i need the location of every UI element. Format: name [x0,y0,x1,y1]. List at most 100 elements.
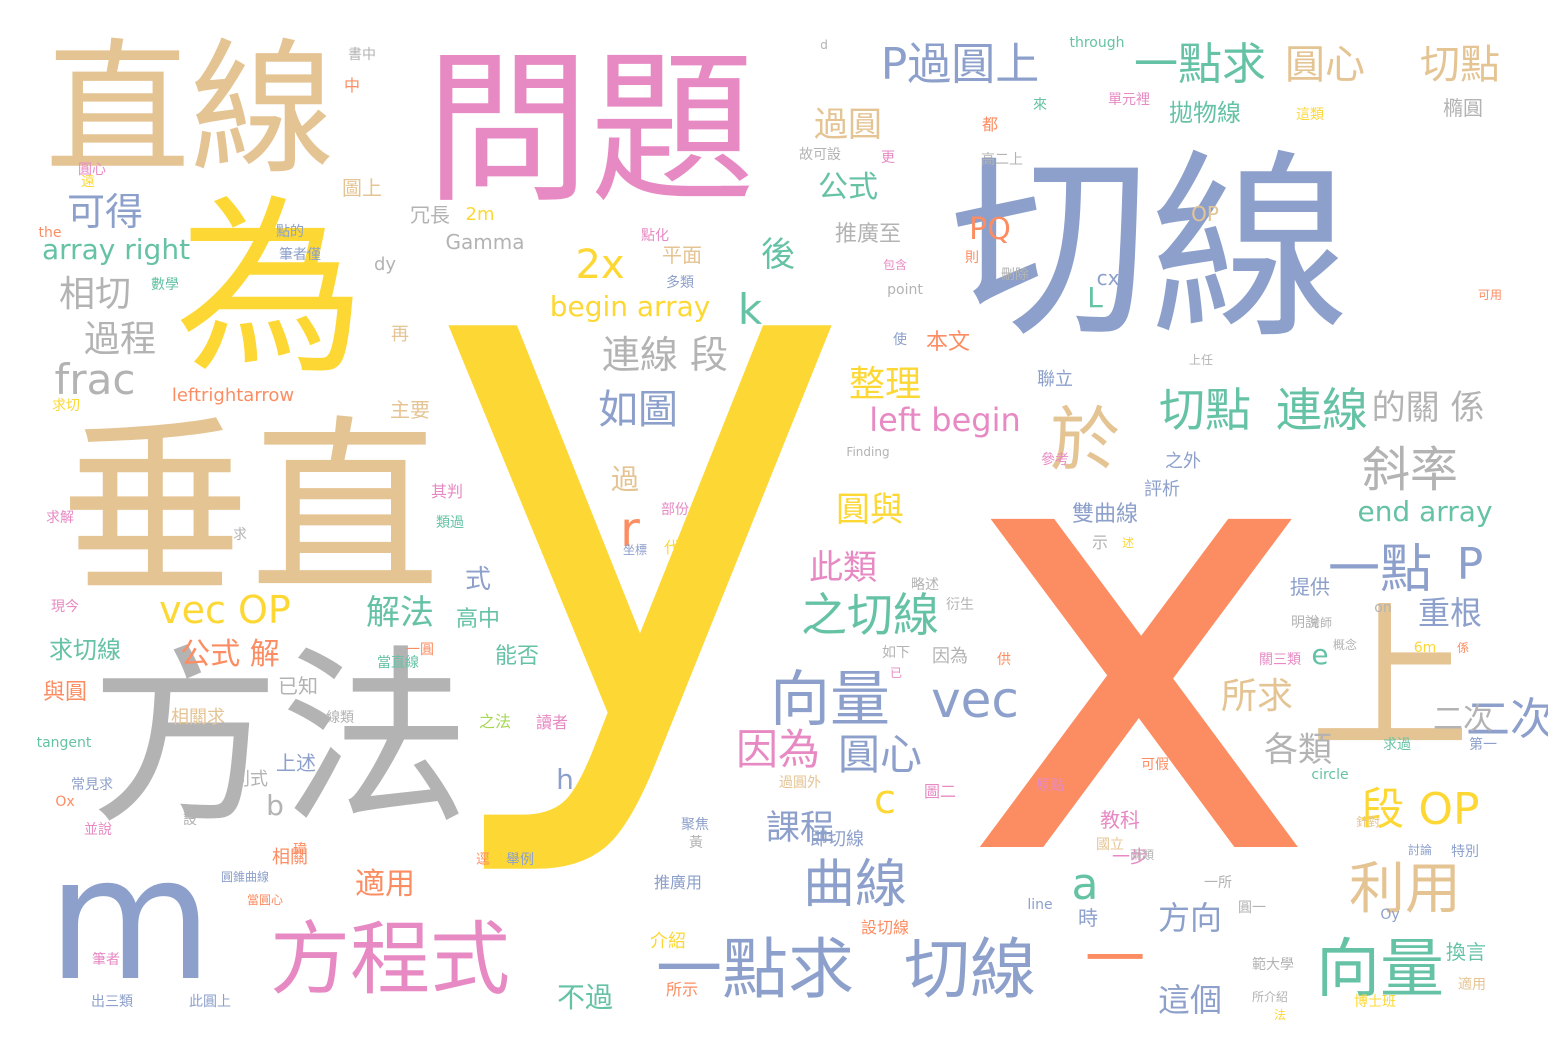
cloud-word: 上述 [276,751,316,775]
cloud-word: 遠 [81,174,95,190]
cloud-word: 示 [1091,533,1109,552]
cloud-word: Finding [846,445,890,459]
cloud-word: L [1087,281,1103,314]
cloud-word: 公式 解 [180,637,280,672]
cloud-word: k [737,285,763,334]
cloud-word: 冗長 [410,203,450,227]
cloud-word: point [887,282,923,298]
cloud-word: 參考 [1041,452,1069,468]
cloud-word: 黃 [689,835,703,851]
cloud-word: 針對 [1355,815,1381,829]
cloud-word: 換言 [1446,940,1486,964]
cloud-word: leftrightarrow [171,385,295,406]
cloud-word: 原點 [1036,778,1064,794]
cloud-word: 求切線 [49,636,121,664]
cloud-word: 範大學 [1252,957,1294,973]
cloud-word: 課程 [766,808,834,848]
cloud-word: 數學 [151,277,179,293]
cloud-word: 切線 [949,133,1351,366]
cloud-word: 圓一 [1238,900,1266,916]
cloud-word: 所示 [665,980,699,999]
cloud-word: 單元裡 [1108,92,1150,108]
cloud-word: 曲線 [802,855,908,915]
cloud-word: a [1071,859,1099,910]
cloud-word: 線類 [326,710,354,726]
cloud-word: OP [1191,202,1219,226]
cloud-word: 來 [1033,97,1047,113]
cloud-word: 求切 [52,398,80,414]
cloud-word: x [962,290,1318,989]
cloud-word: 可假 [1141,757,1169,773]
cloud-word: 連線 [1276,383,1368,437]
cloud-word: 6m [1413,640,1437,656]
cloud-word: 圓心 [837,730,923,779]
cloud-word: 再 [391,324,409,345]
cloud-word: 此圓上 [189,994,231,1010]
cloud-word: 圓錐曲線 [220,870,270,884]
cloud-word: m [47,821,213,1019]
cloud-word: e [1311,638,1329,671]
cloud-word: Gamma [445,230,525,254]
cloud-word: 橢圓 [1443,96,1483,120]
cloud-word: 求過 [1383,737,1411,753]
cloud-word: 適用 [1458,977,1486,993]
cloud-word: 特別 [1451,844,1479,860]
cloud-word: 後 [761,235,795,275]
cloud-word: 則 [965,250,979,266]
cloud-word: 已知 [278,674,318,698]
cloud-word: 博士班 [1354,994,1396,1010]
cloud-word: 平面 [662,243,702,267]
cloud-word: 可用 [1477,288,1503,302]
cloud-word: d [820,38,828,52]
cloud-word: 設 [183,812,197,828]
cloud-word: 圖二 [923,782,957,801]
cloud-word: through [1069,35,1125,51]
cloud-word: 為 [174,179,366,400]
cloud-word: 因為 [932,646,968,667]
cloud-word: 衍生 [946,597,974,613]
cloud-word: 過程 [83,319,157,360]
cloud-word: begin array [549,290,711,323]
cloud-word: 都 [981,115,999,134]
cloud-word: 切線 [904,931,1036,1008]
cloud-word: 略述 [911,577,939,593]
cloud-word: 讀者 [535,713,569,732]
cloud-word: P [1456,539,1484,590]
cloud-word: 直線 [45,25,335,195]
cloud-word: 明說 [1291,615,1319,631]
cloud-word: 如下 [882,645,910,661]
cloud-word: 點的 [276,224,304,240]
cloud-word: 上 [1309,586,1471,773]
cloud-word: 過 [610,463,640,496]
cloud-word: 切點 [1159,383,1251,437]
cloud-word: 即切線 [810,829,864,850]
cloud-word: 故可設 [799,147,841,163]
cloud-word: line [1027,897,1053,913]
cloud-word: 2x [575,242,625,288]
cloud-word: 與圓 [42,680,88,705]
cloud-word: 逕 [476,852,490,868]
cloud-word: 上任 [1188,353,1214,367]
cloud-word: 提供 [1290,575,1330,599]
cloud-word: 一點求 [1134,39,1266,90]
cloud-word: on [1374,600,1392,616]
cloud-word: 因為 [735,725,821,774]
cloud-word: h [556,763,574,796]
cloud-word: 一點求 [656,931,854,1008]
cloud-word: 類過 [436,515,464,531]
cloud-word: 當直線 [377,655,419,671]
cloud-word: 一點 [1327,540,1433,600]
cloud-word: 推廣至 [834,222,902,247]
cloud-word: 其判 [430,482,464,501]
cloud-word: 垂直 [59,399,441,620]
cloud-word: 適用 [355,867,415,902]
cloud-word: 點化 [641,228,669,244]
cloud-word: 求 [233,527,247,543]
cloud-word: 圓心 [1285,42,1365,88]
cloud-word: 之切線 [801,588,939,642]
cloud-word: 可得 [66,190,144,234]
cloud-word: array right [41,233,191,266]
cloud-word: 書中 [348,47,376,63]
cloud-word: 過圓 [814,105,882,145]
cloud-word: y [426,51,854,889]
